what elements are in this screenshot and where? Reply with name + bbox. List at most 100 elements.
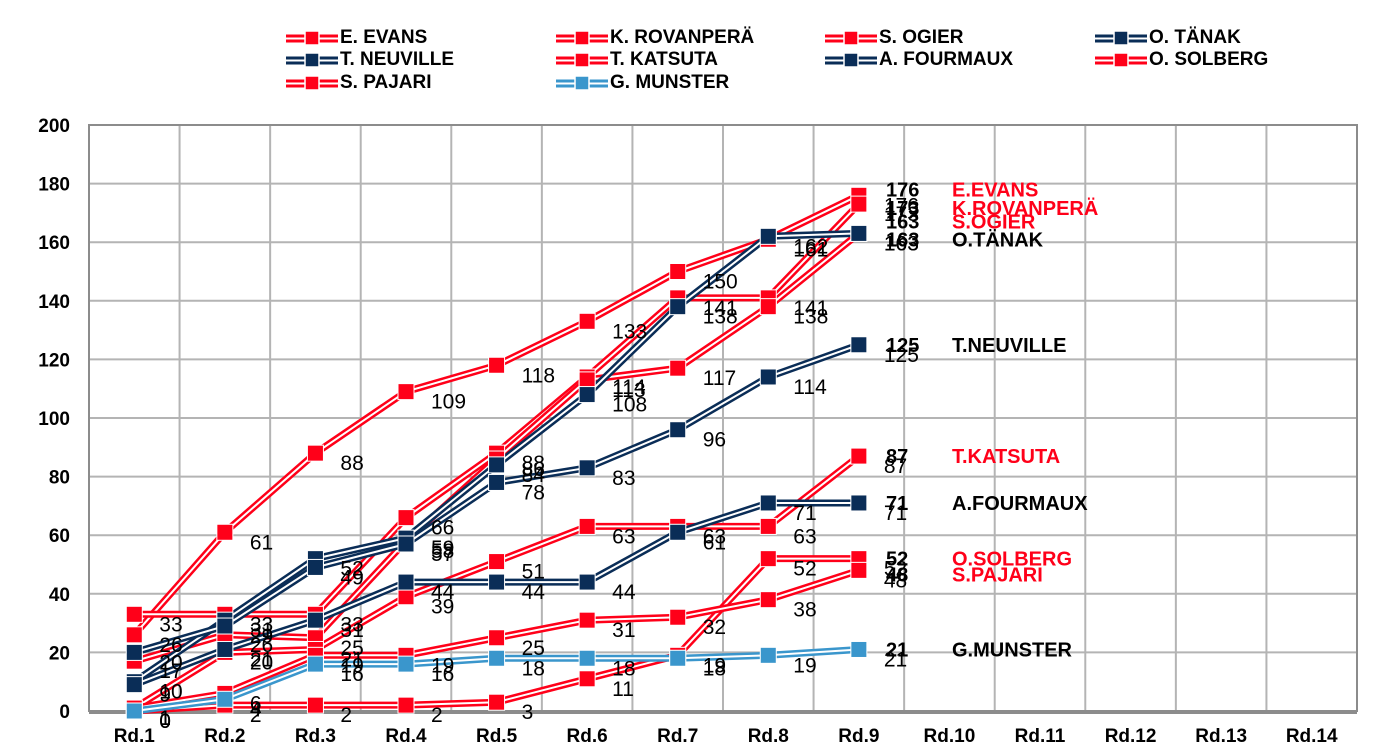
y-tick-label: 0 — [59, 702, 70, 723]
data-point-marker — [125, 643, 143, 661]
legend-line-marker-icon — [286, 75, 338, 91]
end-driver-label: S.OGIER — [952, 211, 1036, 233]
data-value-label: 83 — [612, 467, 635, 490]
data-value-label: 125 — [884, 344, 919, 367]
y-tick-label: 100 — [38, 409, 70, 430]
end-driver-label: O.SOLBERG — [952, 549, 1072, 571]
data-value-label: 52 — [340, 558, 363, 581]
chart-grid — [88, 124, 1358, 714]
data-point-marker — [488, 473, 506, 491]
end-driver-label: O.TÄNAK — [952, 228, 1044, 251]
legend-line-marker-icon — [556, 30, 608, 46]
data-point-marker — [578, 670, 596, 688]
data-value-label: 31 — [612, 619, 635, 642]
data-point-marker — [669, 649, 687, 667]
end-driver-label: S.PAJARI — [952, 564, 1043, 586]
data-value-label: 109 — [431, 391, 466, 414]
y-tick-label: 160 — [38, 233, 70, 254]
data-value-label: 33 — [340, 613, 363, 636]
data-value-label: 20 — [250, 651, 273, 674]
data-value-label: 63 — [793, 525, 816, 548]
data-point-marker — [125, 605, 143, 623]
legend-line-marker-icon — [556, 52, 608, 68]
data-point-marker — [397, 655, 415, 673]
data-value-label: 2 — [250, 704, 262, 727]
data-point-marker — [306, 558, 324, 576]
y-tick-label: 200 — [38, 116, 70, 137]
end-driver-label: G.MUNSTER — [952, 639, 1073, 661]
data-point-marker — [669, 421, 687, 439]
data-value-label: 31 — [340, 619, 363, 642]
data-point-marker — [578, 371, 596, 389]
data-point-marker — [125, 676, 143, 694]
end-value-label: 48 — [886, 564, 908, 586]
legend-item-fourmaux: A. FOURMAUX — [825, 49, 1013, 71]
data-point-marker — [850, 195, 868, 213]
data-value-label: 11 — [612, 678, 634, 701]
end-value-label: 21 — [886, 639, 908, 661]
data-value-label: 19 — [431, 654, 454, 677]
data-value-label: 96 — [703, 429, 726, 452]
data-value-label: 176 — [884, 194, 919, 217]
data-point-marker — [397, 535, 415, 553]
x-tick-label: Rd.10 — [924, 726, 976, 747]
data-point-marker — [488, 356, 506, 374]
data-value-label: 44 — [431, 581, 455, 604]
legend-label: O. SOLBERG — [1149, 49, 1269, 70]
legend-item-pajari: S. PAJARI — [286, 72, 432, 94]
y-tick-label: 40 — [49, 585, 70, 606]
data-point-marker — [850, 447, 868, 465]
x-tick-label: Rd.2 — [204, 726, 245, 747]
data-value-label: 138 — [793, 306, 828, 329]
data-point-marker — [397, 588, 415, 606]
legend-label: T. KATSUTA — [610, 49, 719, 70]
data-point-marker — [759, 591, 777, 609]
x-tick-label: Rd.8 — [748, 726, 789, 747]
data-point-marker — [759, 550, 777, 568]
x-tick-label: Rd.13 — [1195, 726, 1247, 747]
y-tick-label: 20 — [49, 643, 70, 664]
legend-label: S. PAJARI — [340, 72, 432, 93]
data-point-marker — [850, 224, 868, 242]
data-value-label: 66 — [431, 517, 454, 540]
data-point-marker — [488, 629, 506, 647]
legend-item-evans: E. EVANS — [286, 27, 427, 49]
x-tick-label: Rd.12 — [1105, 726, 1157, 747]
legend-item-rovanpera: K. ROVANPERÄ — [556, 27, 754, 49]
x-tick-label: Rd.5 — [476, 726, 518, 747]
chart-legend: E. EVANS K. ROVANPERÄ S. OGIER O. TÄNAK … — [0, 0, 1386, 100]
data-point-marker — [488, 693, 506, 711]
data-value-label: 52 — [884, 558, 907, 581]
y-axis: 0 20 40 60 80 100 120 140 160 180 200 — [38, 116, 70, 723]
data-value-label: 18 — [703, 657, 726, 680]
data-point-marker — [578, 312, 596, 330]
x-tick-label: Rd.9 — [838, 726, 879, 747]
end-value-label: 71 — [886, 493, 908, 515]
data-value-label: 51 — [522, 561, 545, 584]
data-value-label: 63 — [703, 525, 726, 548]
data-value-label: 162 — [793, 235, 828, 258]
legend-item-solberg: O. SOLBERG — [1095, 49, 1268, 71]
data-point-marker — [216, 640, 234, 658]
end-value-label: 173 — [886, 198, 919, 220]
legend-line-marker-icon — [286, 30, 338, 46]
data-point-marker — [850, 336, 868, 354]
y-tick-label: 120 — [38, 350, 70, 371]
x-tick-label: Rd.1 — [114, 726, 156, 747]
legend-line-marker-icon — [825, 30, 877, 46]
data-value-label: 173 — [884, 203, 919, 226]
end-driver-label: T.KATSUTA — [952, 446, 1060, 468]
data-value-label: 33 — [159, 613, 182, 636]
data-value-label: 17 — [159, 660, 182, 683]
data-point-marker — [397, 573, 415, 591]
end-driver-label: E.EVANS — [952, 179, 1038, 201]
data-value-label: 141 — [703, 297, 738, 320]
data-value-label: 26 — [159, 634, 182, 657]
data-point-marker — [669, 523, 687, 541]
data-point-marker — [578, 459, 596, 477]
data-value-label: 26 — [250, 634, 273, 657]
legend-item-munster: G. MUNSTER — [556, 72, 729, 94]
data-value-label: 78 — [522, 481, 545, 504]
data-point-marker — [216, 523, 234, 541]
